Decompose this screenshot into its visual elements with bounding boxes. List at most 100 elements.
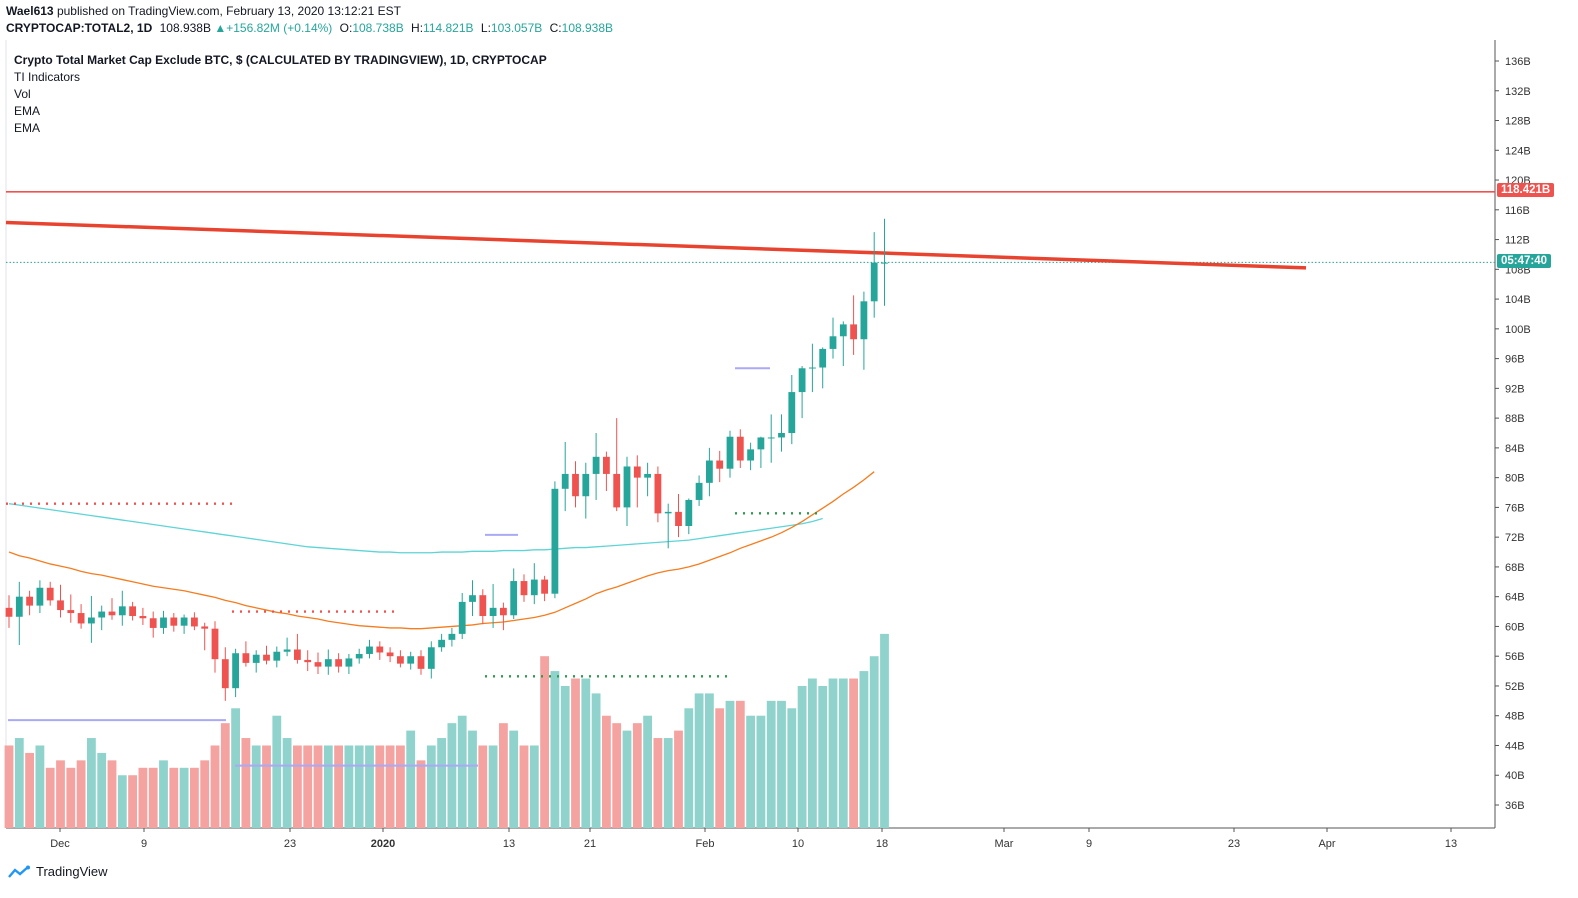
candle-body (685, 499, 693, 526)
tradingview-brand[interactable]: TradingView (8, 864, 108, 879)
candle-body (881, 262, 888, 264)
close-value: 108.938B (561, 21, 614, 35)
volume-bar (591, 693, 601, 828)
volume-bar (725, 700, 735, 828)
volume-bar (66, 767, 76, 828)
candle-body (26, 596, 33, 606)
candle-body (160, 617, 167, 628)
volume-bar (746, 715, 755, 828)
candle-body (819, 348, 827, 368)
candle-body (860, 301, 868, 340)
volume-bar (231, 708, 240, 828)
volume-bar (385, 745, 395, 828)
volume-bar (200, 760, 210, 828)
candle-body (345, 658, 353, 667)
x-tick-label: 23 (1228, 838, 1240, 850)
volume-bar (766, 700, 776, 828)
volume-bar (653, 738, 663, 828)
volume-bar (447, 723, 457, 828)
candle-body (324, 659, 332, 667)
volume-bar (499, 723, 508, 828)
indicator-ema-2[interactable]: EMA (14, 121, 41, 135)
volume-bar (787, 708, 797, 828)
volume-bar (828, 678, 838, 828)
volume-bar (694, 693, 704, 828)
candle-body (809, 367, 816, 369)
y-tick-label: 116B (1505, 205, 1530, 217)
volume-bar (169, 767, 179, 828)
y-tick-label: 40B (1505, 770, 1525, 782)
candle-body (592, 456, 600, 474)
volume-bar (107, 760, 117, 828)
volume-bar (540, 656, 549, 828)
volume-bar (777, 700, 786, 828)
author-name[interactable]: Wael613 (6, 4, 54, 18)
volume-bar (416, 760, 426, 828)
x-tick-label: Dec (50, 838, 70, 850)
volume-bar (437, 738, 446, 828)
candle-body (644, 473, 651, 478)
volume-bar (838, 678, 848, 828)
candle-body (469, 595, 476, 602)
volume-bar (323, 745, 333, 828)
x-tick-label: 23 (284, 838, 296, 850)
symbol-label[interactable]: CRYPTOCAP:TOTAL2, 1D (6, 21, 153, 35)
volume-bar (849, 678, 858, 828)
volume-bar (406, 730, 416, 828)
candle-body (448, 633, 456, 640)
candle-body (767, 437, 775, 439)
indicator-ti[interactable]: TI Indicators (14, 70, 81, 84)
candle-body (520, 581, 528, 596)
candle-body (407, 656, 415, 664)
candle-body (108, 611, 116, 616)
y-tick-label: 88B (1505, 413, 1525, 425)
candle-body (88, 617, 95, 624)
volume-bar (622, 730, 632, 828)
volume-bar (303, 745, 313, 828)
ema-lines (8, 471, 875, 630)
indicator-vol[interactable]: Vol (14, 87, 31, 101)
x-tick-label: 2020 (371, 838, 395, 850)
candle-body (417, 656, 425, 669)
volume-bar (808, 678, 817, 828)
candle-body (675, 511, 682, 526)
volume-bar (138, 767, 148, 828)
candle-body (191, 617, 198, 627)
volume-bar (396, 745, 405, 828)
candle-body (252, 654, 260, 663)
volume-bar (179, 767, 189, 828)
open-label: O: (339, 21, 353, 35)
volume-bar (478, 745, 488, 828)
candle-body (221, 659, 229, 689)
x-tick-label: Feb (696, 838, 715, 850)
ema-fast-line (8, 471, 875, 630)
volume-bar (663, 738, 673, 828)
volume-bar (705, 693, 714, 828)
volume-bar (632, 723, 642, 828)
candle-body (232, 653, 239, 689)
candle-body (263, 654, 270, 661)
candle-body (736, 436, 744, 461)
publish-info: Wael613 published on TradingView.com, Fe… (6, 4, 401, 18)
candle-body (366, 646, 373, 654)
candle-body (613, 473, 621, 508)
ema-slow-line (8, 503, 823, 554)
candle-body (139, 616, 147, 619)
candle-body (304, 659, 312, 663)
volume-bar (87, 738, 96, 828)
x-tick-label: 9 (1086, 838, 1092, 850)
volume-bar (365, 745, 374, 828)
indicator-ema-1[interactable]: EMA (14, 104, 41, 118)
high-label: H: (411, 21, 424, 35)
candle-body (654, 473, 662, 514)
candle-body (46, 587, 54, 601)
candle-body (603, 456, 610, 474)
candle-body (664, 511, 672, 514)
y-tick-label: 132B (1505, 86, 1531, 98)
x-tick-label: 18 (876, 838, 888, 850)
candle-body (716, 460, 724, 469)
candle-body (201, 626, 209, 629)
candle-body (582, 473, 590, 497)
tradingview-logo-icon (8, 865, 30, 878)
